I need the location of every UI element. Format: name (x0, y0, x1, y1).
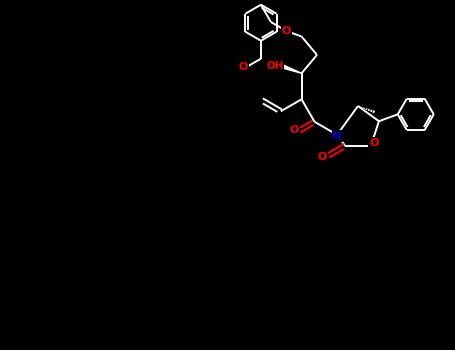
Text: O: O (369, 138, 379, 148)
Text: O: O (282, 26, 291, 36)
Text: O: O (289, 125, 299, 135)
Text: O: O (238, 62, 248, 72)
Text: OH: OH (266, 61, 283, 71)
Text: N: N (333, 131, 342, 141)
Polygon shape (280, 64, 302, 73)
Text: O: O (317, 152, 327, 162)
